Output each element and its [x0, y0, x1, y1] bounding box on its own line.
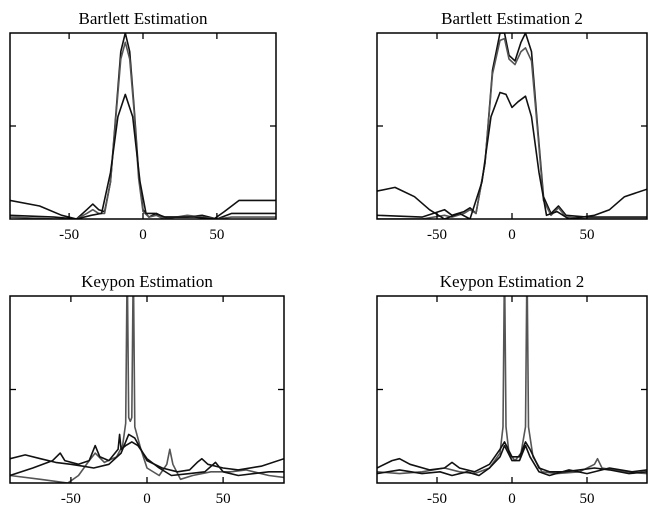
x-tick-label: -50 [61, 491, 81, 506]
series-group [10, 33, 276, 219]
x-tick-label: 50 [209, 227, 224, 243]
x-tick-label: 50 [580, 227, 595, 243]
series-line-s3 [10, 433, 284, 473]
axes-frame [376, 295, 648, 484]
series-line-s2 [10, 41, 276, 219]
x-tick-label: 0 [143, 491, 151, 506]
series-group [377, 296, 647, 477]
series-line-s2 [377, 441, 647, 475]
x-tick-label: 0 [508, 227, 516, 243]
x-tick-label: 0 [139, 227, 147, 243]
series-group [377, 33, 647, 219]
series-group [10, 296, 284, 483]
axes-frame [9, 32, 277, 220]
series-line-s3 [10, 93, 276, 219]
subplot-3: Keypon Estimation -50 0 50 [9, 272, 285, 506]
x-tick-label: -50 [427, 491, 447, 506]
subplot-1: Bartlett Estimation -50 0 50 [9, 9, 277, 243]
series-line-s1 [377, 33, 647, 218]
chart-title: Keypon Estimation [81, 272, 213, 291]
x-tick-label: -50 [59, 227, 79, 243]
chart-title: Keypon Estimation 2 [440, 272, 584, 291]
x-tick-label: 50 [216, 491, 231, 506]
x-tick-label: -50 [427, 227, 447, 243]
x-tick-label: 50 [580, 491, 595, 506]
x-tick-label: 0 [508, 491, 516, 506]
subplot-2: Bartlett Estimation 2 -50 0 50 [376, 9, 648, 243]
chart-title: Bartlett Estimation 2 [441, 9, 583, 28]
subplot-4: Keypon Estimation 2 -50 0 50 [376, 272, 648, 506]
series-line-s1 [10, 33, 276, 219]
axes-frame [9, 295, 285, 484]
chart-title: Bartlett Estimation [79, 9, 208, 28]
series-line-s3 [377, 91, 647, 219]
series-line-s3 [377, 444, 647, 477]
series-line-s1 [10, 296, 284, 483]
series-line-s2 [377, 37, 647, 219]
